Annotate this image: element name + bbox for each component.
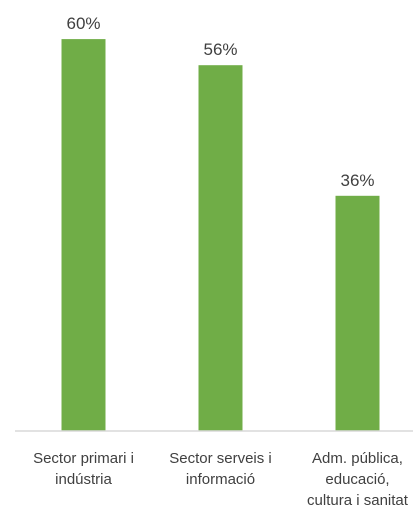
bars-group (61, 39, 380, 431)
bar-2 (198, 65, 243, 431)
category-label-line: indústria (55, 471, 112, 488)
category-label-1: Sector primari i indústria (33, 450, 134, 488)
category-label-line: informació (186, 471, 255, 488)
data-label-3: 36% (340, 171, 374, 190)
data-label-2: 56% (203, 40, 237, 59)
data-label-1: 60% (66, 14, 100, 33)
bar-1 (61, 39, 106, 431)
category-label-line: Sector serveis i (169, 450, 272, 467)
category-label-line: cultura i sanitat (307, 492, 409, 509)
bar-3 (335, 195, 380, 431)
category-labels-group: Sector primari i indústria Sector serveis … (33, 450, 409, 509)
category-label-2: Sector serveis i informació (169, 450, 272, 488)
category-label-line: educació, (325, 471, 389, 488)
category-label-line: Sector primari i (33, 450, 134, 467)
category-label-3: Adm. pública, educació, cultura i sanitat (307, 450, 409, 509)
value-labels-group: 60% 56% 36% (66, 14, 374, 190)
category-label-line: Adm. pública, (312, 450, 403, 467)
